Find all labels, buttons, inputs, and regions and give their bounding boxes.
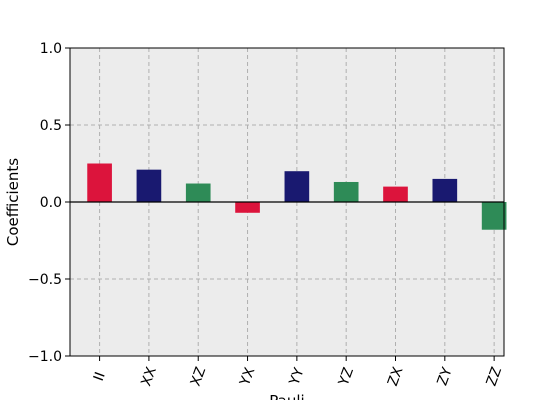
y-tick-label: 0.5: [40, 118, 62, 134]
y-tick-label: 1.0: [40, 41, 62, 57]
x-tick-label: II: [91, 370, 109, 383]
x-tick-label: ZX: [385, 365, 407, 389]
y-axis-ticks: −1.0 −0.5 0.0 0.5 1.0: [28, 41, 70, 365]
x-axis-ticks: II XX XZ YX YY YZ ZX ZY ZZ: [91, 356, 505, 389]
y-tick-label: −1.0: [28, 349, 62, 365]
x-tick-label: YZ: [335, 365, 357, 388]
x-tick-label: YX: [237, 365, 259, 389]
bar-zx: [383, 186, 408, 202]
bar-yz: [333, 181, 359, 202]
bar-ii: [87, 163, 112, 202]
bars: [87, 163, 507, 230]
bar-zy: [432, 178, 458, 202]
y-axis-label: Coefficients: [4, 158, 22, 246]
bar-xx: [136, 169, 162, 202]
bar-yx: [235, 202, 260, 213]
y-tick-label: −0.5: [28, 272, 62, 288]
x-tick-label: YY: [286, 365, 307, 388]
bar-xz: [185, 183, 211, 202]
x-tick-label: XX: [138, 365, 160, 389]
x-tick-label: XZ: [188, 365, 210, 389]
bar-zz: [481, 202, 507, 230]
x-tick-label: ZY: [434, 365, 455, 388]
y-tick-label: 0.0: [40, 195, 62, 211]
bar-yy: [284, 171, 310, 202]
x-tick-label: ZZ: [484, 365, 506, 389]
x-axis-label: Pauli: [269, 392, 304, 400]
